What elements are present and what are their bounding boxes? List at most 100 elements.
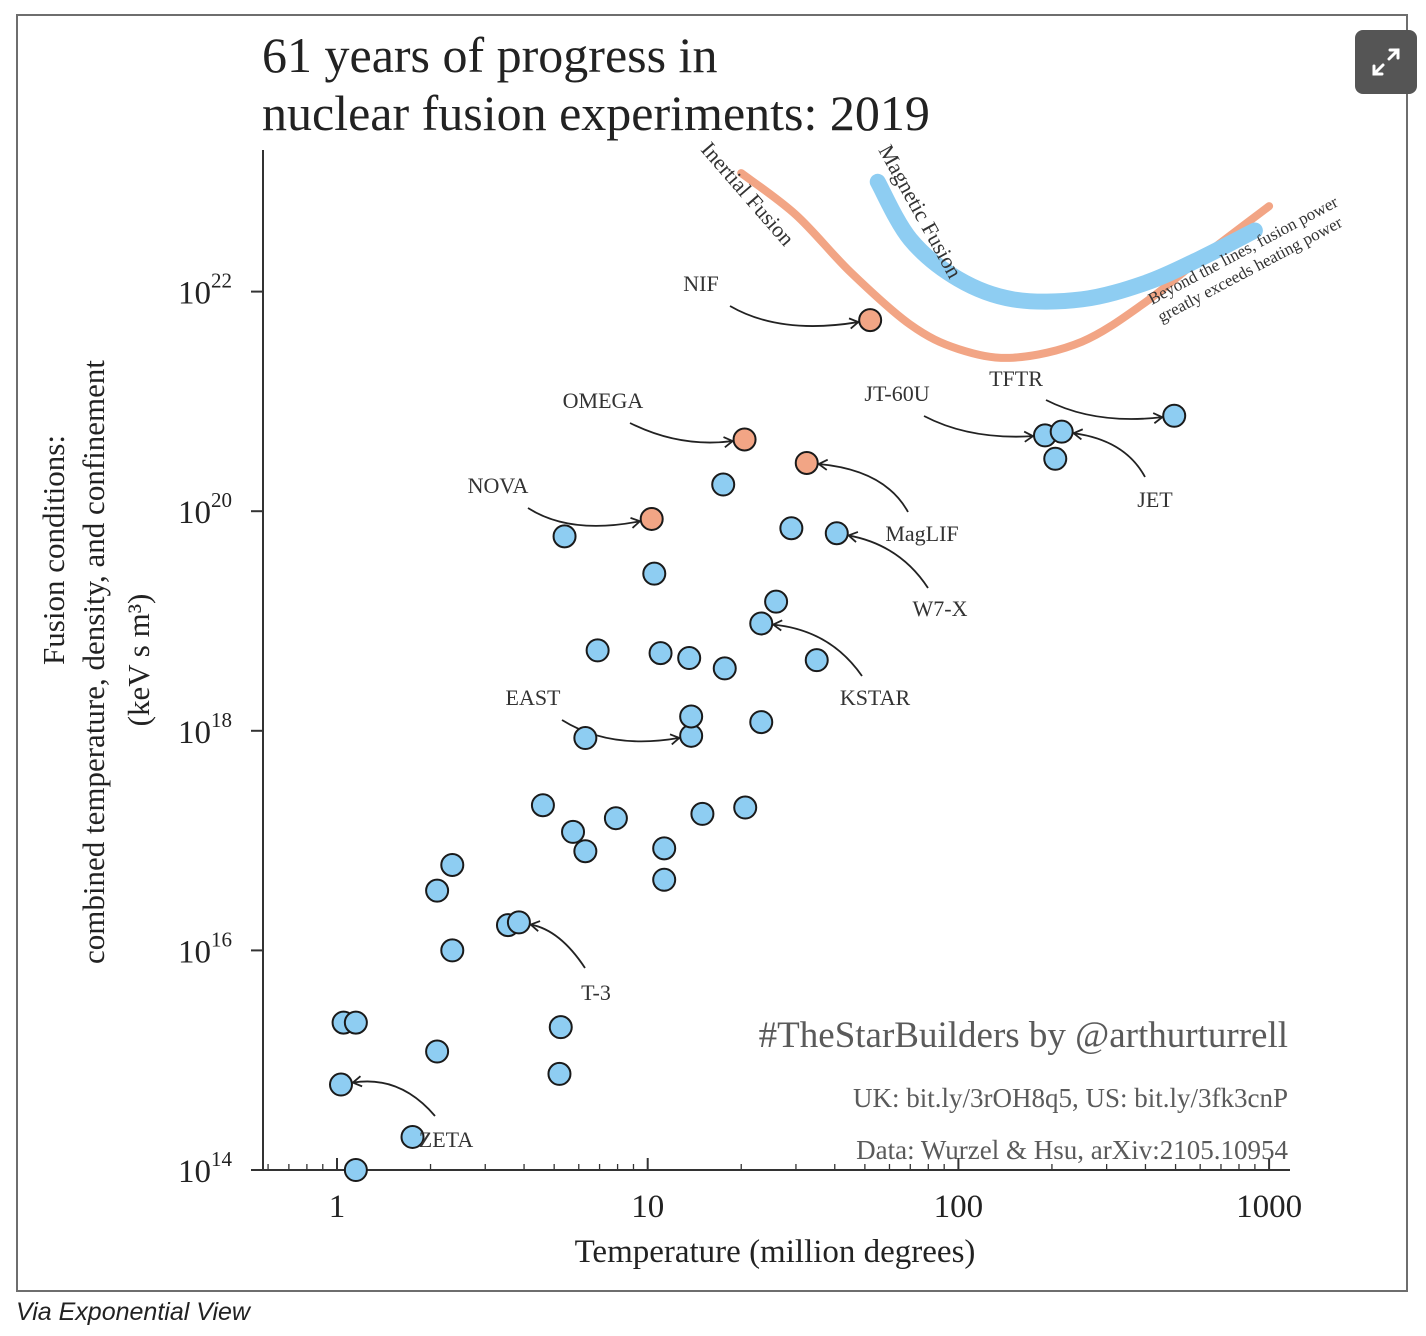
- magnetic-data-point: [779, 516, 804, 541]
- arrow-kstar: [773, 623, 863, 677]
- credit-main: #TheStarBuilders by @arthurturrell: [759, 1015, 1288, 1056]
- magnetic-data-point: [552, 524, 577, 549]
- inertial-data-point: [858, 308, 883, 333]
- magnetic-data-point: [677, 646, 702, 671]
- magnetic-data-point: [652, 836, 677, 861]
- x-tick-label: 10: [631, 1189, 664, 1225]
- inertial-data-point: [639, 506, 664, 531]
- magnetic-data-point: [1049, 419, 1074, 444]
- y-axis-ticks: 1014 1016 1018 1020 1022: [178, 269, 263, 1190]
- arrowhead-jet: [1071, 428, 1084, 441]
- arrowhead-tftr: [1152, 412, 1165, 424]
- arrow-w7-x: [848, 534, 929, 589]
- label-omega: OMEGA: [563, 388, 644, 413]
- label-tftr: TFTR: [989, 366, 1043, 391]
- magnetic-data-point: [690, 801, 715, 826]
- magnetic-data-point: [1043, 446, 1068, 471]
- arrow-t-3: [530, 923, 586, 969]
- arrow-nova: [527, 507, 641, 527]
- y-tick-label: 1014: [178, 1147, 233, 1190]
- magnetic-data-point: [679, 704, 704, 729]
- magnetic-data-point: [648, 641, 673, 666]
- magnetic-data-point: [711, 472, 736, 497]
- label-kstar: KSTAR: [840, 685, 911, 710]
- arrow-tftr: [1045, 399, 1163, 420]
- image-caption: Via Exponential View: [16, 1298, 250, 1326]
- expand-icon: [1372, 48, 1400, 76]
- x-axis-ticks: 1 10 100 1000: [267, 1158, 1302, 1225]
- magnetic-data-point: [749, 710, 774, 735]
- magnetic-data-point: [547, 1061, 572, 1086]
- x-axis-label: Temperature (million degrees): [575, 1234, 976, 1270]
- credit-data: Data: Wurzel & Hsu, arXiv:2105.10954: [856, 1135, 1288, 1165]
- arrow-omega: [629, 422, 733, 444]
- magnetic-data-point: [804, 648, 829, 673]
- magnetic-data-point: [506, 910, 531, 935]
- label-zeta: ZETA: [419, 1127, 474, 1152]
- title-line-1: 61 years of progress in: [262, 27, 717, 83]
- magnetic-data-point: [764, 589, 789, 614]
- inertial-data-point: [794, 450, 819, 475]
- label-nova: NOVA: [468, 473, 529, 498]
- magnetic-data-point: [343, 1158, 368, 1182]
- axes: 1 10 100 1000 1014 1016 1018 1020 1022: [178, 150, 1302, 1225]
- magnetic-data-point: [400, 1124, 425, 1149]
- magnetic-data-point: [561, 819, 586, 844]
- y-axis-label-line-1: Fusion conditions:: [36, 435, 71, 665]
- chart-frame: [16, 14, 1408, 1292]
- magnetic-data-point: [573, 839, 598, 864]
- magnetic-data-point: [1162, 403, 1187, 428]
- data-points: [328, 308, 1187, 1182]
- magnetic-data-point: [328, 1072, 353, 1097]
- magnetic-data-point: [573, 725, 598, 750]
- title-line-2: nuclear fusion experiments: 2019: [262, 85, 930, 141]
- magnetic-data-point: [824, 521, 849, 546]
- magnetic-data-point: [603, 806, 628, 831]
- label-nif: NIF: [683, 271, 718, 296]
- arrow-maglif: [818, 463, 909, 513]
- arrowhead-omega: [723, 436, 735, 448]
- expand-button[interactable]: [1355, 30, 1417, 94]
- arrowhead-maglif: [816, 458, 829, 471]
- threshold-curves: [737, 169, 1274, 362]
- arrow-jet: [1073, 432, 1146, 478]
- magnetic-data-point: [733, 795, 758, 820]
- credits: #TheStarBuilders by @arthurturrell UK: b…: [759, 1015, 1289, 1165]
- arrowhead-jt-60u: [1023, 430, 1035, 443]
- y-axis-label-line-3: (keV s m³): [121, 594, 156, 727]
- inertial-fusion-label: Inertial Fusion: [696, 137, 799, 251]
- label-w7x: W7-X: [913, 596, 968, 621]
- x-tick-label: 100: [934, 1189, 984, 1225]
- arrow-nif: [729, 305, 859, 327]
- label-jet: JET: [1137, 487, 1173, 512]
- point-labels: ZETA T-3 EAST KSTAR W7-X MagLIF NOVA OME…: [419, 271, 1174, 1152]
- arrow-zeta: [352, 1080, 436, 1117]
- arrow-east: [561, 719, 680, 743]
- magnetic-data-point: [642, 561, 667, 586]
- label-arrows: [351, 305, 1165, 1117]
- arrow-jt-60u: [923, 415, 1034, 438]
- axis-labels: Temperature (million degrees) Fusion con…: [36, 360, 975, 1270]
- magnetic-data-point: [440, 852, 465, 877]
- label-t3: T-3: [581, 980, 611, 1005]
- y-tick-label: 1018: [178, 708, 232, 751]
- magnetic-data-point: [530, 793, 555, 818]
- magnetic-data-point: [425, 1039, 450, 1064]
- magnetic-data-point: [712, 656, 737, 681]
- chart-title: 61 years of progress in nuclear fusion e…: [262, 27, 930, 141]
- y-tick-label: 1016: [178, 927, 232, 970]
- magnetic-data-point: [425, 878, 450, 903]
- curve-magnetic-fusion: [869, 173, 1263, 310]
- magnetic-data-point: [343, 1010, 368, 1035]
- magnetic-data-point: [749, 611, 774, 636]
- arrowhead-east: [669, 733, 682, 746]
- label-maglif: MagLIF: [885, 521, 958, 546]
- x-tick-label: 1000: [1236, 1189, 1302, 1225]
- magnetic-data-point: [440, 938, 465, 963]
- magnetic-data-point: [652, 867, 677, 892]
- beyond-lines-annotation: Beyond the lines, fusion powergreatly ex…: [1145, 192, 1351, 326]
- label-east: EAST: [506, 685, 562, 710]
- credit-links: UK: bit.ly/3rOH8q5, US: bit.ly/3fk3cnP: [853, 1083, 1288, 1113]
- x-tick-label: 1: [329, 1189, 346, 1225]
